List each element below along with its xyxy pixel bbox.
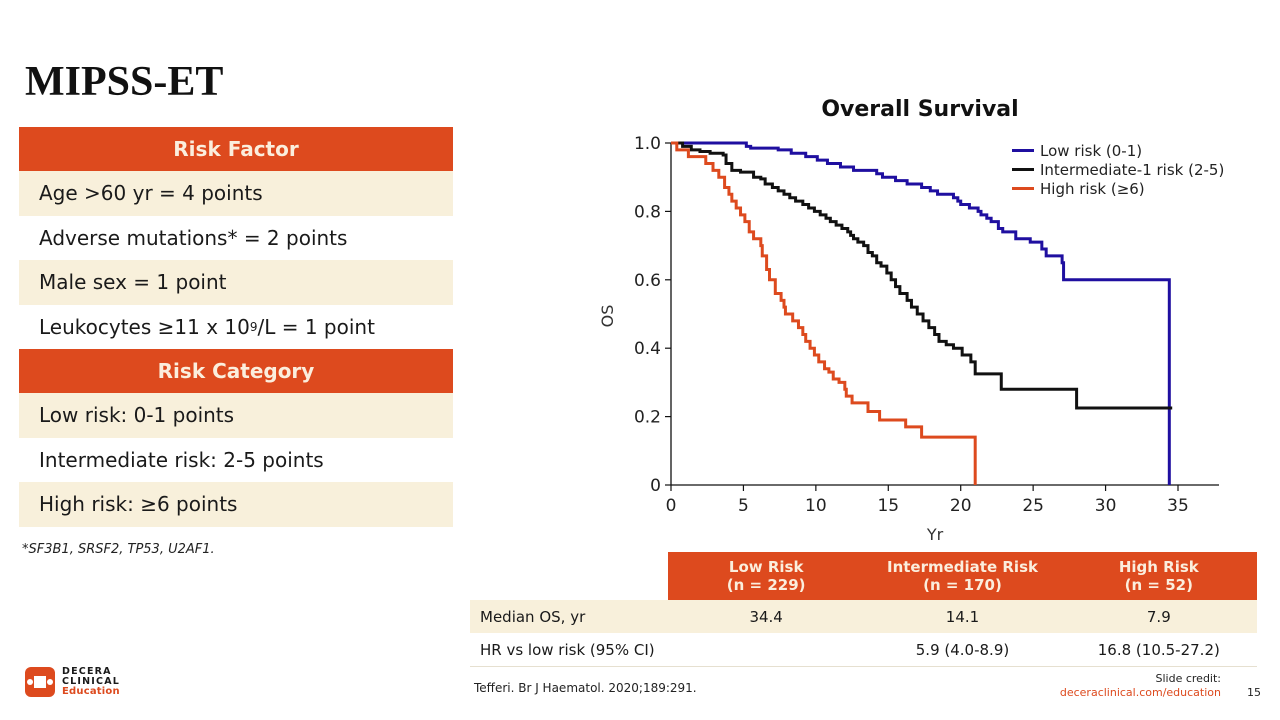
table-row: HR vs low risk (95% CI) 5.9 (4.0-8.9) 16…	[470, 633, 1257, 667]
km-curve-low-risk	[671, 141, 1171, 485]
risk-category-header: Risk Category	[19, 349, 453, 393]
risk-factor-row: Male sex = 1 point	[19, 260, 453, 305]
credit-label: Slide credit:	[1155, 672, 1222, 685]
risk-category-row: High risk: ≥6 points	[19, 482, 453, 527]
risk-factor-row-leukocytes: Leukocytes ≥11 x 10 9/L = 1 point	[19, 305, 453, 350]
logo-line1: DECERA	[62, 666, 112, 677]
risk-factor-row: Adverse mutations* = 2 points	[39, 225, 348, 250]
x-tick-label: 10	[805, 496, 827, 516]
y-tick-label: 0.2	[634, 408, 661, 428]
x-tick-label: 20	[950, 496, 972, 516]
leukocytes-text: Leukocytes ≥11 x 10	[39, 314, 250, 339]
cell: 7.9	[1146, 607, 1171, 626]
row-label: Median OS, yr	[480, 607, 586, 626]
legend-swatch-low	[1012, 149, 1034, 152]
legend-swatch-high	[1012, 187, 1034, 190]
km-curve-high-risk	[671, 141, 977, 485]
legend-item-high: High risk (≥6)	[1012, 179, 1224, 198]
x-tick-label: 35	[1167, 496, 1189, 516]
decera-logo: DECERA CLINICAL Education	[25, 667, 120, 697]
legend-item-low: Low risk (0-1)	[1012, 141, 1224, 160]
slide-credit: Slide credit: deceraclinical.com/educati…	[1060, 672, 1221, 700]
y-tick-label: 0.6	[634, 271, 661, 291]
header-high-risk: High Risk (n = 52)	[1060, 552, 1257, 600]
risk-category-row: Intermediate risk: 2-5 points	[39, 447, 324, 472]
risk-category-row: Low risk: 0-1 points	[19, 393, 453, 438]
y-tick-label: 0	[650, 476, 661, 496]
decera-logo-icon	[25, 667, 55, 697]
median-os-table: Low Risk (n = 229) Intermediate Risk (n …	[470, 552, 1257, 667]
mutation-footnote: *SF3B1, SRSF2, TP53, U2AF1.	[22, 542, 215, 557]
cell: 34.4	[749, 607, 783, 626]
chart-legend: Low risk (0-1) Intermediate-1 risk (2-5)…	[1012, 141, 1224, 198]
y-tick-label: 0.8	[634, 202, 661, 222]
risk-factor-row: Age >60 yr = 4 points	[19, 171, 453, 216]
header-name: Low Risk	[728, 558, 804, 576]
legend-swatch-intermediate	[1012, 168, 1034, 171]
legend-label-low: Low risk (0-1)	[1040, 141, 1143, 160]
citation: Tefferi. Br J Haematol. 2020;189:291.	[474, 681, 697, 695]
y-axis-label: OS	[598, 305, 617, 328]
credit-link[interactable]: deceraclinical.com/education	[1059, 686, 1221, 699]
chart-title: Overall Survival	[821, 97, 1019, 122]
x-tick-label: 0	[666, 496, 677, 516]
header-low-risk: Low Risk (n = 229)	[668, 552, 865, 600]
row-label: HR vs low risk (95% CI)	[480, 640, 655, 659]
km-curve-intermediate-risk	[671, 141, 1173, 410]
logo-line3: Education	[62, 686, 120, 697]
header-name: Intermediate Risk	[887, 558, 1038, 576]
cell: 16.8 (10.5-27.2)	[1097, 640, 1220, 659]
x-tick-label: 25	[1022, 496, 1044, 516]
legend-label-intermediate: Intermediate-1 risk (2-5)	[1040, 160, 1225, 179]
header-intermediate-risk: Intermediate Risk (n = 170)	[864, 552, 1061, 600]
header-n: (n = 170)	[923, 576, 1002, 594]
y-tick-label: 0.4	[634, 339, 661, 359]
cell: 5.9 (4.0-8.9)	[915, 640, 1010, 659]
header-n: (n = 229)	[726, 576, 806, 594]
os-table-header: Low Risk (n = 229) Intermediate Risk (n …	[470, 552, 1257, 600]
x-tick-label: 5	[738, 496, 749, 516]
header-n: (n = 52)	[1124, 576, 1193, 594]
chart-axes: 0 0.2 0.4 0.6 0.8 1.0 0 5 10 15 20 25 30 35	[634, 134, 1219, 516]
risk-factor-table: Risk Factor Age >60 yr = 4 points Advers…	[19, 127, 453, 527]
x-tick-label: 15	[877, 496, 899, 516]
header-name: High Risk	[1118, 558, 1199, 576]
legend-label-high: High risk (≥6)	[1040, 179, 1145, 198]
x-axis-label: Yr	[926, 525, 944, 544]
leukocytes-unit: /L = 1 point	[257, 314, 375, 339]
slide-title: MIPSS-ET	[25, 59, 224, 105]
y-tick-label: 1.0	[634, 134, 661, 154]
cell: 14.1	[945, 607, 980, 626]
page-number: 15	[1247, 686, 1261, 699]
legend-item-intermediate: Intermediate-1 risk (2-5)	[1012, 160, 1224, 179]
logo-line2: CLINICAL	[62, 676, 121, 687]
leukocytes-exponent: 9	[249, 319, 258, 334]
table-row: Median OS, yr 34.4 14.1 7.9	[470, 600, 1257, 633]
chart-curves	[671, 141, 1173, 485]
risk-factor-header: Risk Factor	[19, 127, 453, 171]
x-tick-label: 30	[1095, 496, 1117, 516]
